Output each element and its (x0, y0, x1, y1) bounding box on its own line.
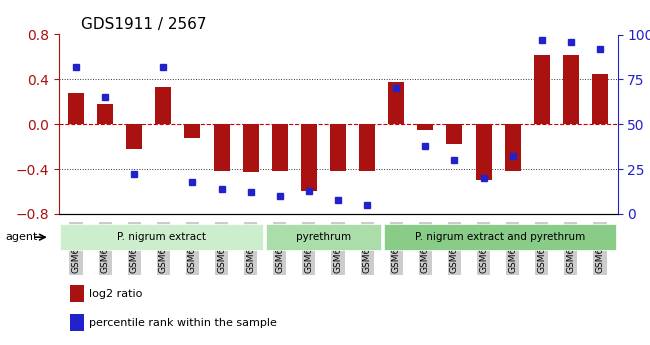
Text: percentile rank within the sample: percentile rank within the sample (89, 318, 277, 328)
Bar (155, 87, 172, 124)
Bar (185, 124, 200, 138)
Text: P. nigrum extract: P. nigrum extract (117, 232, 206, 242)
Text: agent: agent (6, 232, 38, 242)
Bar (68, 93, 84, 124)
Text: GDS1911 / 2567: GDS1911 / 2567 (81, 17, 206, 32)
FancyBboxPatch shape (266, 224, 381, 250)
FancyBboxPatch shape (384, 224, 616, 250)
Bar (97, 104, 113, 124)
Bar (447, 124, 462, 144)
Bar (534, 55, 550, 124)
Text: pyrethrum: pyrethrum (296, 232, 351, 242)
Bar (126, 124, 142, 149)
Bar (214, 124, 229, 171)
Bar (301, 124, 317, 191)
Bar (592, 74, 608, 124)
Bar (563, 55, 579, 124)
FancyBboxPatch shape (60, 224, 263, 250)
Text: P. nigrum extract and pyrethrum: P. nigrum extract and pyrethrum (415, 232, 585, 242)
Bar (504, 124, 521, 171)
Bar (70, 314, 84, 331)
Bar (388, 81, 404, 124)
Bar (476, 124, 491, 180)
Bar (359, 124, 375, 171)
Bar (330, 124, 346, 171)
Bar (417, 124, 434, 130)
Bar (70, 285, 84, 302)
Bar (242, 124, 259, 172)
Text: log2 ratio: log2 ratio (89, 289, 142, 299)
Bar (272, 124, 288, 171)
